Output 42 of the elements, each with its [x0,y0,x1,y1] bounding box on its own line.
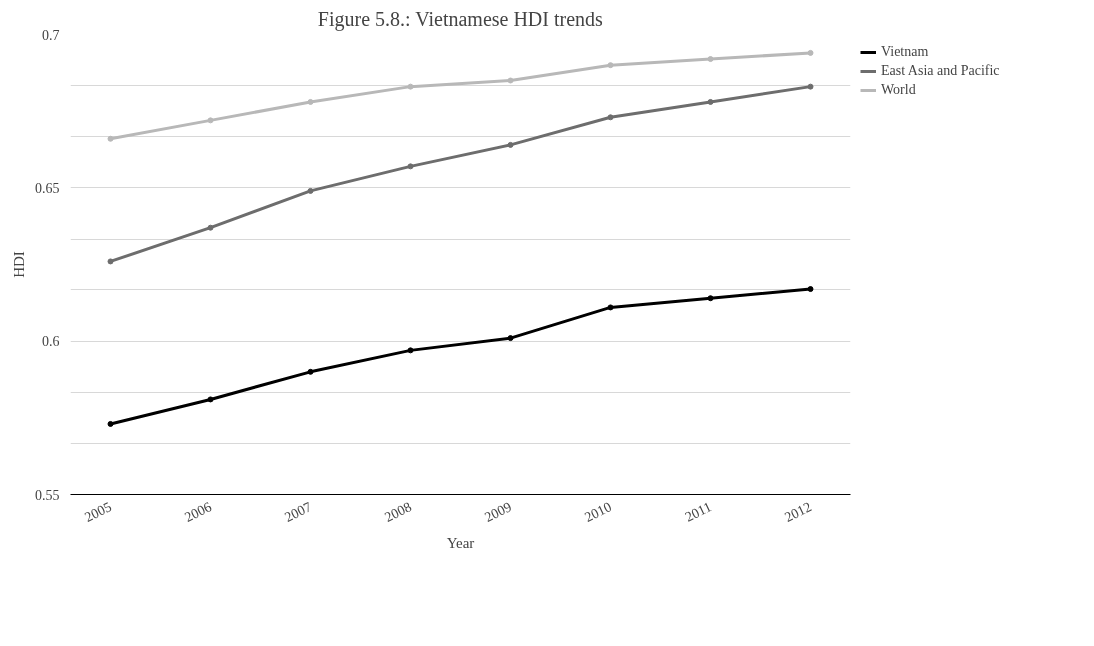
y-tick-label: 0.65 [35,180,60,196]
y-tick-label: 0.7 [42,27,60,43]
point [307,187,314,194]
point [607,114,614,121]
x-tick-label: 2006 [182,499,214,525]
legend-label: East Asia and Pacific [881,63,1000,79]
point [407,163,414,170]
chart-title: Figure 5.8.: Vietnamese HDI trends [317,7,604,31]
point [807,49,814,56]
point [707,295,714,302]
x-tick-label: 2009 [482,499,514,525]
x-axis-title: Year [446,534,475,551]
y-tick-label: 0.55 [35,487,60,503]
y-tick-label: 0.6 [42,334,60,350]
point [807,83,814,90]
point [507,335,514,342]
point [707,56,714,63]
point [607,304,614,311]
point [607,62,614,69]
x-tick-label: 2010 [582,499,614,525]
point [707,98,714,105]
legend-label: World [881,82,916,98]
legend-label: Vietnam [881,44,929,60]
point [407,347,414,354]
point [807,286,814,293]
point [207,117,214,124]
point [107,420,114,427]
y-axis-title: HDI [11,251,27,278]
point [407,83,414,90]
point [507,141,514,148]
point [507,77,514,84]
x-tick-label: 2012 [782,499,814,525]
point [107,258,114,265]
x-tick-label: 2007 [282,499,314,525]
x-tick-label: 2008 [382,499,414,525]
point [207,396,214,403]
point [307,368,314,375]
x-tick-label: 2011 [682,499,714,525]
point [307,98,314,105]
point [107,135,114,142]
point [207,224,214,231]
x-tick-label: 2005 [82,499,114,525]
